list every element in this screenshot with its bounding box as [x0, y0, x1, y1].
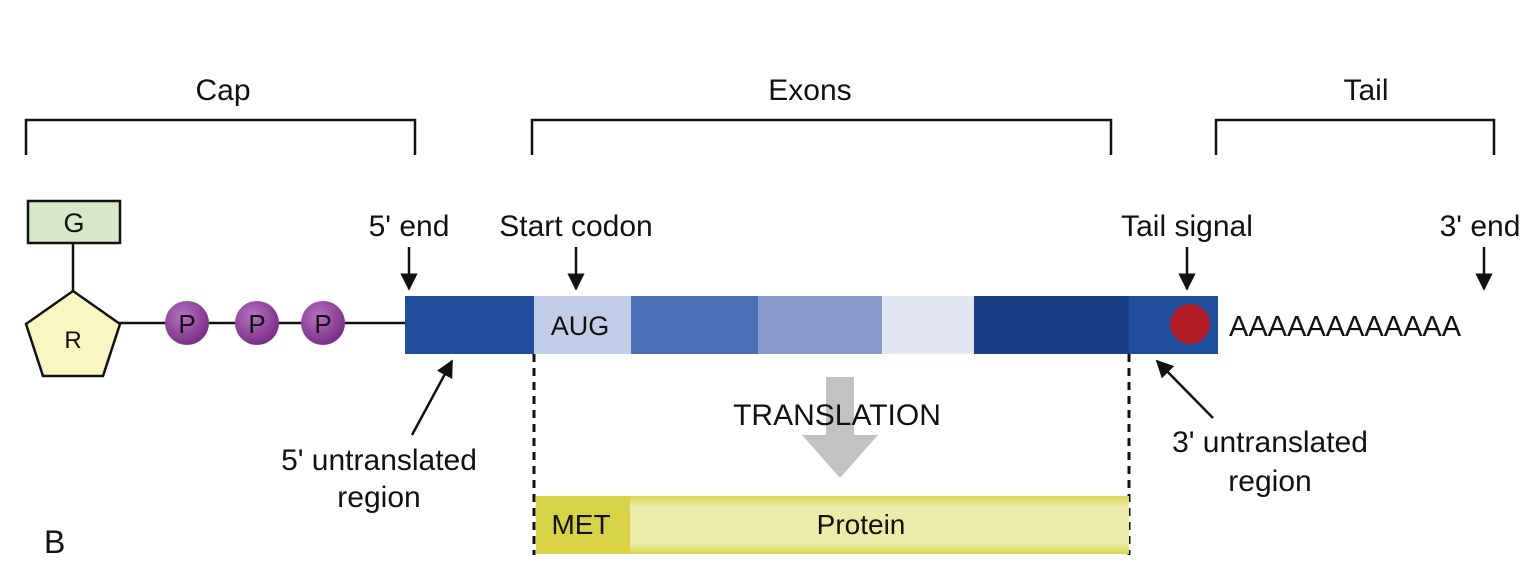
three-prime-end-marker: 3' end: [1440, 210, 1521, 291]
aug-codon-label: AUG: [551, 311, 610, 341]
translation-label: TRANSLATION: [733, 399, 941, 432]
phosphate-1: P: [165, 301, 209, 345]
cap-label: Cap: [195, 74, 250, 107]
phosphate-3: P: [301, 301, 345, 345]
guanine-box: G: [26, 199, 122, 245]
utr3-annotation: 3' untranslated region: [1155, 359, 1368, 498]
utr5-segment: [405, 296, 534, 354]
phosphate-label-2: P: [248, 309, 265, 339]
tail-signal-label: Tail signal: [1121, 210, 1253, 243]
utr5-annotation: 5' untranslated region: [281, 359, 477, 514]
met-label: MET: [551, 509, 610, 540]
exon-segment-2: [631, 296, 758, 354]
five-prime-end-label: 5' end: [369, 210, 450, 243]
aug-segment: [534, 296, 631, 354]
five-prime-end-marker: 5' end: [369, 210, 450, 291]
exon-segment-3: [758, 296, 882, 354]
tail-bracket: Tail: [1214, 74, 1496, 155]
tail-signal-marker: Tail signal: [1121, 210, 1253, 291]
protein-segment: [630, 496, 1129, 554]
utr3-label-line1: 3' untranslated: [1172, 426, 1368, 459]
utr3-label-line2: region: [1228, 465, 1311, 498]
ribose-label: R: [64, 327, 81, 354]
met-segment: [536, 496, 630, 554]
phosphate-label-1: P: [178, 309, 195, 339]
cap-structure: G R P P P: [24, 199, 405, 378]
tail-signal-dot: [1170, 304, 1210, 344]
guanine-label: G: [63, 208, 84, 238]
protein-label: Protein: [817, 509, 906, 540]
three-prime-end-label: 3' end: [1440, 210, 1521, 243]
phosphate-label-3: P: [314, 309, 331, 339]
panel-label: B: [44, 524, 65, 560]
phosphate-2: P: [235, 301, 279, 345]
poly-a-tail: AAAAAAAAAAAA: [1229, 311, 1462, 343]
tail-label: Tail: [1343, 74, 1388, 107]
translation-arrow: [802, 377, 878, 478]
utr5-label-line1: 5' untranslated: [281, 444, 477, 477]
exon-segment-4: [882, 296, 974, 354]
start-codon-label: Start codon: [499, 210, 652, 243]
ribose-pentagon: R: [24, 289, 122, 378]
cap-bracket: Cap: [24, 74, 417, 155]
exons-label: Exons: [768, 74, 851, 107]
exons-bracket: Exons: [530, 74, 1113, 155]
exon-segment-5: [974, 296, 1129, 354]
protein-bar: MET Protein: [536, 496, 1129, 554]
mrna-strand: AUG AAAAAAAAAAAA: [405, 296, 1462, 354]
start-codon-marker: Start codon: [499, 210, 653, 291]
utr5-label-line2: region: [337, 481, 420, 514]
translation-guides: [532, 354, 1131, 555]
